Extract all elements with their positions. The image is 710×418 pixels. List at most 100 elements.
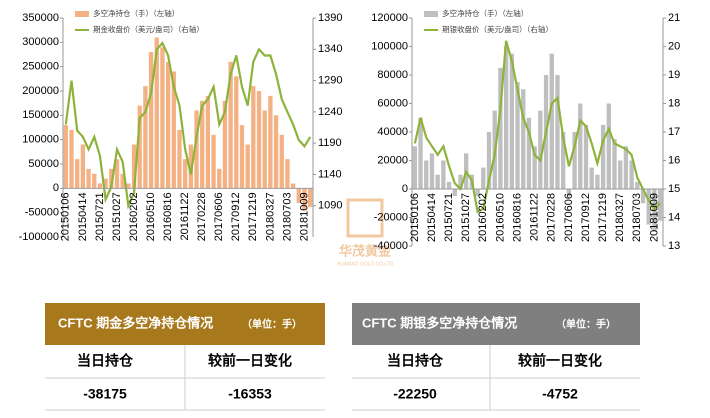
table-title: CFTC 期银多空净持仓情况	[362, 315, 517, 330]
price-line	[413, 40, 661, 214]
bar	[137, 105, 142, 189]
x-tick-label: 20150414	[426, 193, 438, 242]
x-tick-label: 20150106	[60, 192, 72, 241]
bar	[561, 132, 566, 189]
bar	[429, 153, 435, 189]
x-tick-label: 20180703	[281, 192, 293, 241]
x-tick-label: 20171219	[597, 193, 609, 242]
x-tick-label: 20160816	[162, 192, 174, 241]
bar	[635, 181, 640, 189]
x-tick-label: 20170912	[230, 192, 242, 241]
x-tick-label: 20151027	[111, 192, 123, 241]
y2-tick-label: 16	[668, 154, 680, 166]
table-head-cell: 较前一日变化	[208, 353, 292, 369]
bar	[251, 86, 256, 189]
y-tick-label: 0	[402, 183, 408, 195]
price-line	[64, 41, 312, 210]
bar	[217, 168, 222, 189]
y2-tick-label: 14	[668, 211, 680, 223]
bar	[86, 168, 91, 189]
table-silver: CFTC 期银多空净持仓情况 （单位：手） 当日持仓 较前一日变化 -22250…	[352, 303, 640, 411]
watermark: 华茂黄金 HUAMAO GOLD CO.LTD	[337, 198, 394, 267]
x-tick-label: 20150414	[77, 192, 89, 241]
x-tick-label: 20181009	[648, 193, 660, 242]
bar	[481, 167, 486, 189]
table-head-cell: 当日持仓	[77, 353, 134, 369]
y2-tick-label: 17	[668, 126, 680, 138]
y2-tick-label: 1240	[318, 106, 342, 118]
bar	[302, 188, 307, 211]
legend-label: 多空净持仓（手）（左轴）	[93, 8, 179, 18]
x-tick-label: 20150721	[94, 192, 106, 241]
x-tick-label: 20181009	[298, 192, 310, 241]
y-tick-label: -40000	[374, 240, 408, 252]
bar	[268, 95, 273, 189]
bar	[589, 167, 594, 189]
bar	[154, 37, 159, 189]
chart: -100000 -50000 0 50000 100000 150000 200000 250…	[19, 8, 343, 243]
x-tick-label: 20170228	[196, 192, 208, 241]
x-tick-label: 20150721	[443, 193, 455, 242]
table-unit: （单位：手）	[242, 318, 302, 331]
y2-tick-label: 1340	[318, 43, 342, 55]
x-tick-label: 20180703	[631, 193, 643, 242]
bar	[245, 144, 250, 189]
y-tick-label: 150000	[22, 109, 59, 121]
bar	[205, 95, 211, 189]
bar	[595, 174, 600, 189]
bar	[424, 160, 429, 189]
bar	[640, 189, 646, 204]
bar	[285, 159, 290, 189]
bar	[555, 75, 560, 189]
bar	[503, 46, 509, 189]
bar	[435, 174, 440, 189]
bar	[273, 115, 279, 189]
bar	[418, 117, 423, 189]
bar	[211, 134, 216, 189]
y2-tick-label: 1090	[318, 200, 342, 212]
bar	[262, 110, 267, 189]
x-tick-label: 20170228	[546, 193, 558, 242]
y-tick-label: 60000	[377, 97, 408, 109]
x-tick-label: 20161122	[179, 192, 191, 240]
bar	[629, 160, 634, 189]
bar	[441, 160, 446, 189]
bar	[103, 178, 108, 189]
y2-tick-label: 20	[668, 40, 680, 52]
bar	[657, 189, 663, 221]
x-tick-label: 20170606	[563, 193, 575, 242]
x-tick-label: 20160510	[145, 192, 157, 241]
bar	[109, 168, 114, 189]
bar	[623, 146, 629, 189]
bar	[256, 91, 262, 189]
table-header	[352, 303, 640, 345]
bar	[177, 129, 182, 189]
x-tick-label: 20170606	[213, 192, 225, 241]
table-header	[45, 303, 325, 345]
table-gold: CFTC 期金多空净持仓情况 （单位：手） 当日持仓 较前一日变化 -38175…	[45, 303, 325, 411]
bar	[606, 103, 611, 189]
legend-label: 期金收盘价（美元/盎司）（右轴）	[93, 24, 204, 34]
y-tick-label: -50000	[25, 207, 59, 219]
table-title: CFTC 期金多空净持仓情况	[58, 315, 213, 330]
logo-text: 华茂黄金	[339, 243, 392, 258]
table-head-cell: 较前一日变化	[518, 353, 602, 369]
x-tick-label: 20180327	[614, 193, 626, 242]
bar	[509, 53, 514, 189]
x-tick-label: 20151027	[460, 193, 472, 242]
y2-tick-label: 15	[668, 183, 680, 195]
legend-label: 多空净持仓（手）（左轴）	[442, 8, 528, 18]
bar	[97, 183, 103, 189]
bar	[486, 132, 492, 189]
logo-box	[346, 198, 384, 238]
bar	[646, 189, 651, 225]
y2-tick-label: 1190	[318, 137, 342, 149]
x-tick-label: 20170912	[580, 193, 592, 242]
bar	[452, 189, 457, 197]
logo-sub: HUAMAO GOLD CO.LTD	[337, 261, 394, 267]
y2-tick-label: 13	[668, 240, 680, 252]
bar	[566, 189, 572, 197]
table-cell: -4752	[542, 386, 578, 402]
x-tick-label: 20160510	[494, 193, 506, 242]
